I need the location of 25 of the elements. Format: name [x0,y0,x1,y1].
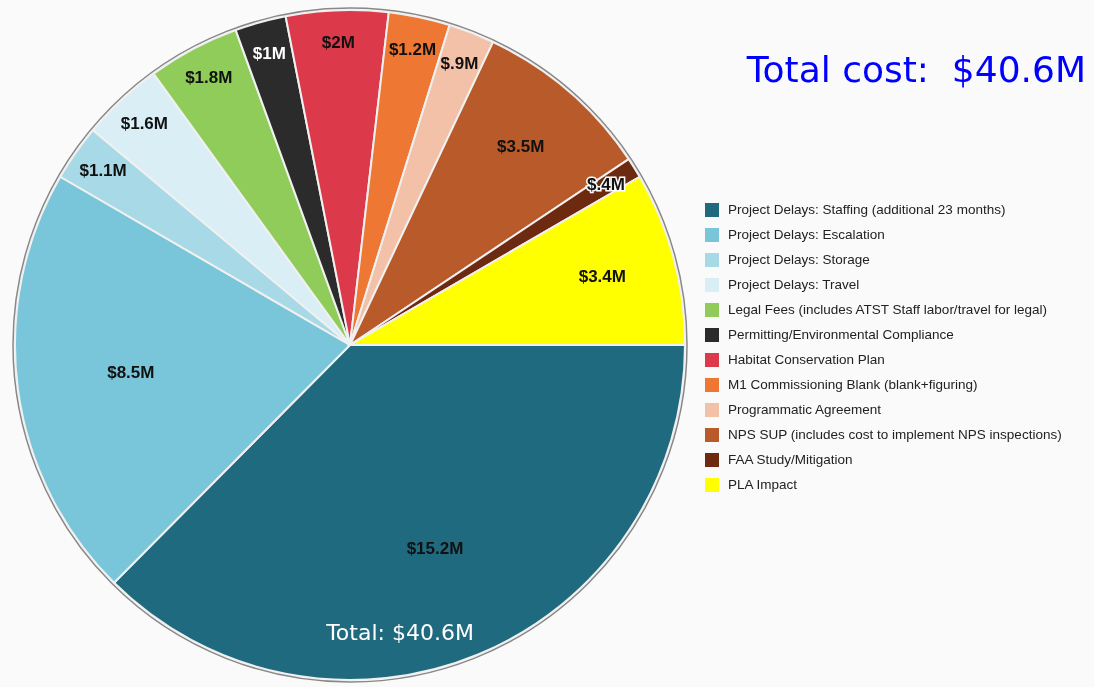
data-label: $.9M [440,53,479,73]
data-label: $15.2M [406,538,464,558]
text: Total cost: $40.6M [745,49,1086,90]
legend-label: Project Delays: Storage [728,251,870,267]
legend-label: M1 Commissioning Blank (blank+figuring) [728,376,978,392]
data-label: $2M [321,33,355,53]
data-label: $3.5M [497,136,545,156]
data-label: $1.8M [185,68,233,88]
data-label: $1.6M [120,114,168,133]
data-label: $1M [252,43,286,63]
legend-label: Legal Fees (includes ATST Staff labor/travel for legal) [728,301,1047,317]
legend-label: Permitting/Environmental Compliance [728,326,954,342]
legend-label: Project Delays: Escalation [728,226,885,242]
legend-label: Habitat Conservation Plan [728,351,885,367]
data-label: $8.5M [107,363,155,383]
legend-label: Project Delays: Staffing (additional 23 months) [728,201,1006,217]
legend-label: Programmatic Agreement [728,401,882,417]
data-label: $1.1M [79,161,127,181]
legend-label: PLA Impact [728,476,798,492]
legend-label: Project Delays: Travel [728,276,860,292]
legend-label: FAA Study/Mitigation [728,451,853,467]
legend-label: NPS SUP (includes cost to implement NPS inspections) [728,426,1062,442]
data-label: $1.2M [388,39,437,59]
text: Total: $40.6M [325,620,474,645]
data-label: $3.4M [578,266,626,286]
